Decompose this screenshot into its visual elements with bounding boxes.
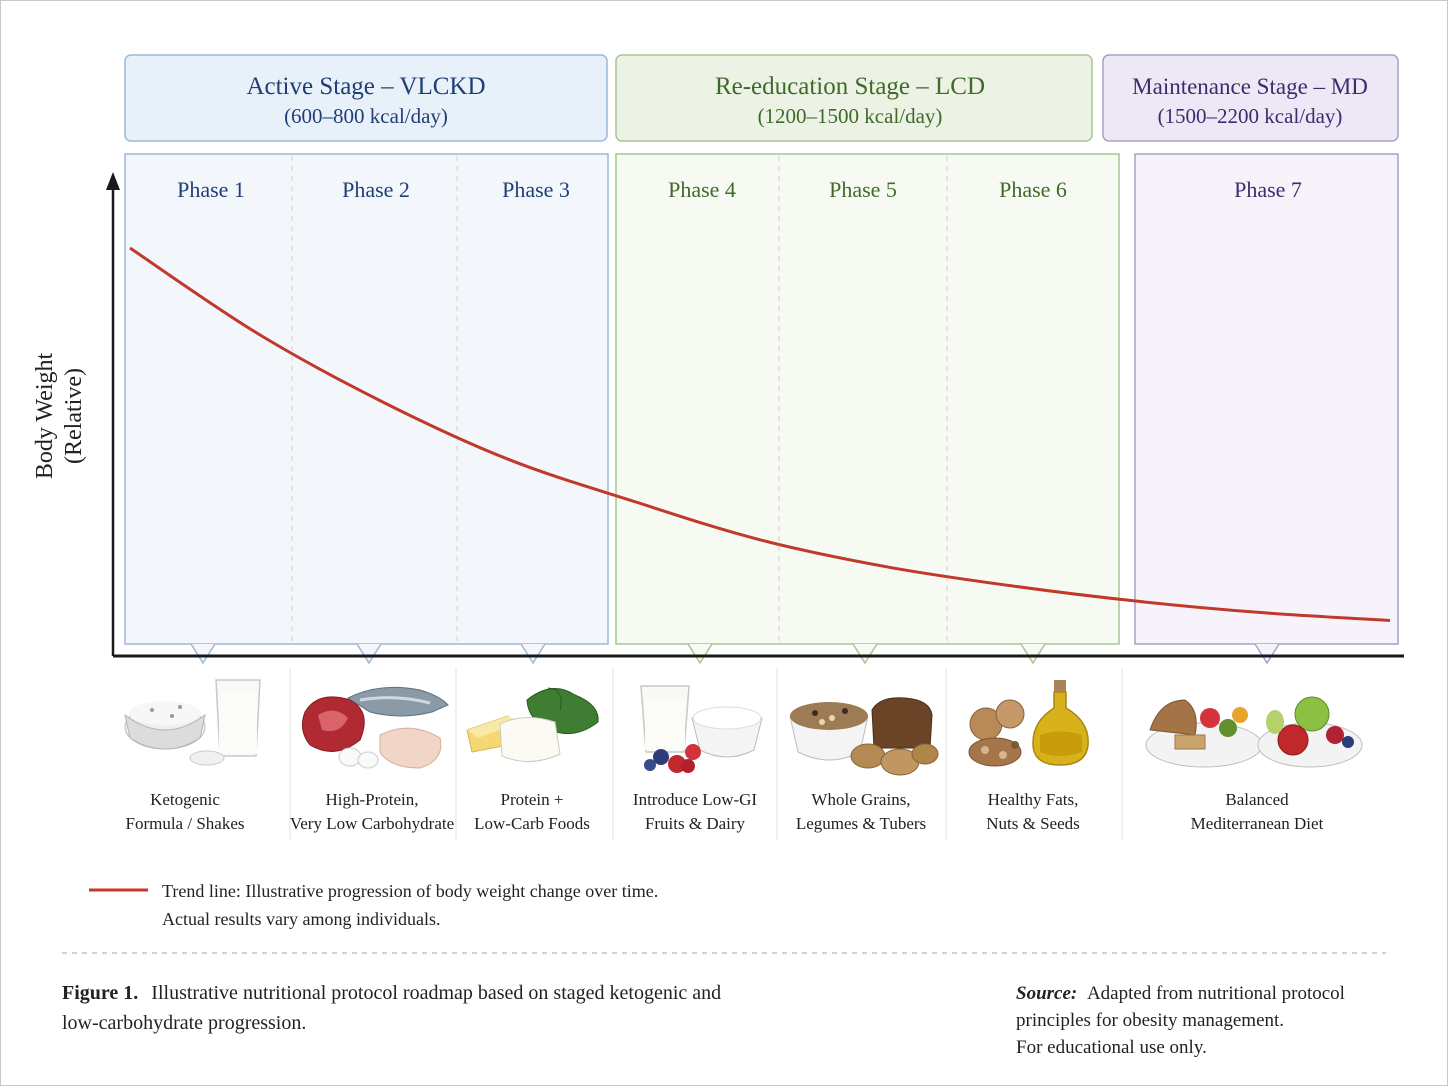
y-axis-label-line1: Body Weight (32, 353, 58, 480)
stage-subtitle-active: (600–800 kcal/day) (284, 104, 448, 128)
nuts-and-olive-oil-icon (968, 680, 1089, 767)
phase-pointer-5 (852, 643, 878, 665)
food-label-7-line2: Mediterranean Diet (1191, 814, 1324, 833)
shake-and-powder-icon (124, 679, 261, 766)
phase-pointers (190, 643, 1280, 665)
caption-label: Figure 1. (62, 982, 138, 1004)
legend-text-line1: Trend line: Illustrative progression of … (162, 881, 658, 901)
phase-label-3: Phase 3 (502, 177, 570, 202)
figure-caption: Figure 1. Illustrative nutritional proto… (62, 982, 721, 1034)
phase-pointer-2 (356, 643, 382, 665)
food-label-3-line1: Protein + (501, 790, 564, 809)
food-column-separators (289, 668, 1123, 840)
stage-title-maintenance: Maintenance Stage – MD (1132, 74, 1368, 99)
food-label-4-line1: Introduce Low-GI (633, 790, 757, 809)
phase-label-7: Phase 7 (1234, 177, 1302, 202)
phase-pointer-3 (520, 643, 546, 665)
food-label-6-line2: Nuts & Seeds (986, 814, 1080, 833)
caption-text-1: Illustrative nutritional protocol roadma… (151, 982, 721, 1004)
meat-fish-eggs-icon (301, 686, 449, 769)
axes (106, 172, 1404, 658)
phase-label-2: Phase 2 (342, 177, 410, 202)
phase-dividers (291, 156, 948, 642)
food-labels: Ketogenic Formula / Shakes High-Protein,… (126, 790, 1324, 833)
y-axis-arrow-icon (106, 172, 120, 190)
y-axis-label: Body Weight (Relative) (32, 353, 87, 480)
milk-yogurt-berries-icon (640, 685, 763, 773)
caption-line1: Figure 1. Illustrative nutritional proto… (62, 982, 721, 1004)
phase-pointer-1 (190, 643, 216, 665)
source-line1: Source: Adapted from nutritional protoco… (1016, 983, 1345, 1004)
source-text-1: Adapted from nutritional protocol (1087, 983, 1345, 1004)
legend: Trend line: Illustrative progression of … (89, 881, 658, 929)
food-label-6-line1: Healthy Fats, (988, 790, 1079, 809)
phase-label-4: Phase 4 (668, 177, 736, 202)
food-label-2-line2: Very Low Carbohydrate (290, 814, 454, 833)
food-label-5-line1: Whole Grains, (811, 790, 910, 809)
grains-bread-potatoes-icon (789, 697, 939, 776)
source-line2: principles for obesity management. (1016, 1010, 1284, 1031)
food-label-1-line2: Formula / Shakes (126, 814, 245, 833)
stage-title-active: Active Stage – VLCKD (246, 73, 485, 100)
food-label-3-line2: Low-Carb Foods (474, 814, 590, 833)
legend-text-line2: Actual results vary among individuals. (162, 909, 440, 929)
phase-pointer-6 (1020, 643, 1046, 665)
stage-panel-maintenance (1134, 153, 1399, 645)
caption-line2: low-carbohydrate progression. (62, 1012, 306, 1034)
phase-pointer-4 (687, 643, 713, 665)
stage-title-reeducation: Re-education Stage – LCD (715, 73, 985, 100)
cheese-and-spinach-icon (466, 687, 599, 762)
mediterranean-plates-icon (1145, 696, 1363, 768)
stage-header-reeducation: Re-education Stage – LCD (1200–1500 kcal… (615, 54, 1093, 142)
trend-line (129, 246, 1391, 622)
phase-labels: Phase 1 Phase 2 Phase 3 Phase 4 Phase 5 … (177, 177, 1302, 202)
stage-box-reeducation (615, 54, 1093, 142)
stage-panel-active (124, 153, 609, 645)
source-line3: For educational use only. (1016, 1037, 1207, 1058)
food-label-5-line2: Legumes & Tubers (796, 814, 926, 833)
stage-subtitle-reeducation: (1200–1500 kcal/day) (758, 104, 943, 128)
food-label-1-line1: Ketogenic (150, 790, 220, 809)
stage-header-maintenance: Maintenance Stage – MD (1500–2200 kcal/d… (1102, 54, 1399, 142)
stage-header-active: Active Stage – VLCKD (600–800 kcal/day) (124, 54, 608, 142)
y-axis-label-line2: (Relative) (61, 368, 87, 464)
source-label: Source: (1016, 983, 1077, 1004)
phase-label-6: Phase 6 (999, 177, 1067, 202)
stage-panel-reeducation (615, 153, 1120, 645)
source-note: Source: Adapted from nutritional protoco… (1016, 983, 1345, 1058)
phase-pointer-7 (1254, 643, 1280, 665)
food-label-4-line2: Fruits & Dairy (645, 814, 746, 833)
food-label-2-line1: High-Protein, (325, 790, 418, 809)
phase-label-5: Phase 5 (829, 177, 897, 202)
phase-label-1: Phase 1 (177, 177, 245, 202)
stage-subtitle-maintenance: (1500–2200 kcal/day) (1158, 104, 1343, 128)
food-label-7-line1: Balanced (1225, 790, 1289, 809)
stage-box-maintenance (1102, 54, 1399, 142)
stage-box-active (124, 54, 608, 142)
